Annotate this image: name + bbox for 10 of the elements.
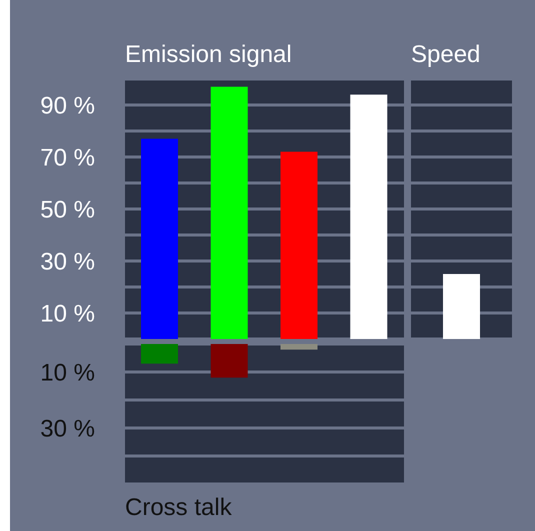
y-tick-label: 30 %: [40, 248, 95, 276]
y-tick-label: 30 %: [40, 416, 95, 443]
y-tick-label: 10 %: [40, 360, 95, 387]
x-axis-title: Cross talk: [125, 494, 232, 522]
y-tick-label: 90 %: [40, 92, 95, 120]
chart-title: Emission signal: [125, 41, 292, 69]
chart-title: Speed: [411, 41, 480, 69]
y-tick-label: 10 %: [40, 300, 95, 328]
y-tick-label: 50 %: [40, 196, 95, 224]
y-tick-label: 70 %: [40, 144, 95, 172]
